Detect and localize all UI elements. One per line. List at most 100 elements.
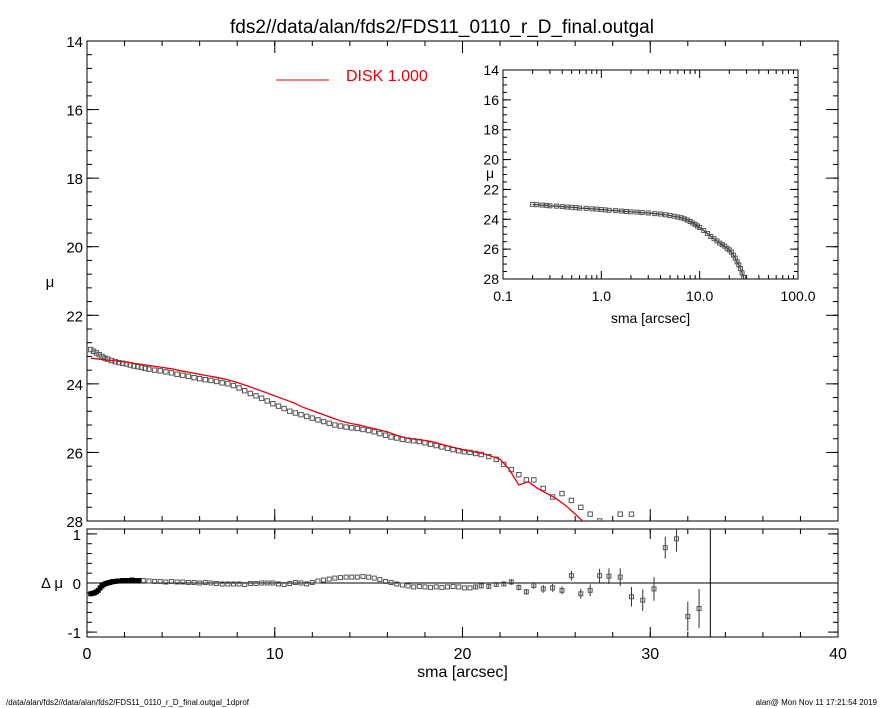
y-tick-label: 16: [66, 103, 83, 120]
inset-data-point: [684, 217, 690, 223]
residual-point: [185, 580, 191, 586]
residual-point: [242, 581, 248, 587]
residual-point: [354, 574, 360, 580]
residual-point: [473, 584, 479, 590]
y-tick-label: 24: [66, 377, 83, 394]
data-point: [501, 461, 507, 468]
inset-data-point: [704, 230, 710, 236]
residual-point: [531, 582, 537, 588]
y-tick-label: 26: [66, 445, 83, 462]
inset-data-point: [678, 215, 684, 221]
inset-y-tick-label: 20: [483, 152, 499, 168]
data-point: [531, 477, 537, 483]
data-point: [116, 359, 122, 366]
data-point: [617, 511, 623, 517]
data-point: [146, 366, 152, 372]
residual-point: [281, 581, 287, 587]
residual-point: [606, 573, 612, 579]
footer-timestamp: alan@ Mon Nov 11 17:21:54 2019: [755, 698, 877, 707]
residual-point: [270, 580, 276, 586]
res-y-tick-label: 0: [73, 576, 81, 593]
residual-point: [559, 587, 565, 593]
residual-data-area: [88, 529, 702, 632]
residual-point: [326, 576, 332, 582]
data-point: [258, 395, 265, 401]
residual-point: [225, 581, 231, 587]
residual-point: [168, 579, 174, 585]
inset-y-tick-label: 24: [483, 211, 499, 227]
residual-point: [152, 579, 158, 585]
data-point: [549, 494, 556, 500]
res-y-tick-label: 1: [73, 527, 81, 544]
residual-point: [478, 583, 484, 589]
data-point: [287, 408, 293, 414]
data-point: [596, 518, 603, 521]
inset-data-point: [639, 210, 645, 216]
data-point: [292, 410, 299, 416]
residual-point: [651, 586, 657, 592]
residual-point: [433, 584, 439, 590]
data-point: [185, 373, 192, 380]
residual-point: [321, 577, 327, 583]
x-tick-label: 20: [454, 646, 472, 663]
inset-data-point: [634, 209, 640, 215]
residual-point: [197, 580, 203, 586]
data-point: [253, 393, 259, 399]
residual-point: [383, 579, 389, 585]
residual-point: [214, 580, 220, 586]
residual-point: [493, 581, 499, 587]
residual-point: [405, 583, 411, 589]
data-point: [213, 378, 220, 385]
residual-point: [416, 583, 422, 589]
residual-point: [332, 575, 338, 581]
residual-point: [456, 584, 462, 590]
y-tick-label: 18: [66, 171, 83, 188]
residual-point: [146, 578, 152, 584]
inset-data-point: [701, 227, 707, 233]
residual-point: [439, 584, 445, 590]
residual-point: [208, 580, 214, 586]
residual-point: [461, 585, 467, 591]
residual-point: [191, 580, 197, 586]
residual-point: [685, 613, 691, 619]
data-point: [578, 504, 584, 510]
x-axis-label: sma [arcsec]: [417, 664, 508, 681]
residual-point: [640, 597, 646, 603]
residual-point: [236, 581, 242, 587]
inset-y-tick-label: 14: [483, 62, 499, 78]
legend-label: DISK 1.000: [346, 68, 428, 85]
residual-point: [253, 580, 259, 586]
residual-point: [523, 589, 529, 595]
data-point: [540, 485, 546, 492]
inset-panel: 14 16 18 20 22 24 26 280.1 1.0 10.0 100.0 μ sma [arc…: [483, 62, 815, 326]
data-point: [343, 424, 349, 430]
residual-point: [662, 545, 668, 551]
data-point: [236, 385, 242, 391]
residual-point: [597, 573, 603, 579]
inset-data-point: [613, 208, 619, 214]
inset-data-point: [534, 202, 540, 208]
data-point: [568, 497, 575, 504]
inset-data-point: [547, 203, 553, 209]
data-point: [163, 369, 169, 375]
inset-data-point: [681, 216, 687, 222]
inset-data-point: [539, 202, 545, 208]
data-point: [270, 401, 276, 407]
x-tick-label: 40: [829, 646, 847, 663]
data-point: [337, 423, 344, 429]
data-point: [242, 388, 248, 394]
residual-point: [309, 580, 315, 586]
data-point: [516, 472, 522, 478]
residual-point: [467, 585, 473, 591]
residual-point: [422, 584, 428, 590]
y-tick-label: 14: [66, 34, 83, 51]
inset-data-point: [697, 224, 703, 230]
data-point: [467, 449, 473, 456]
inset-data-point: [544, 202, 550, 208]
residual-point: [388, 580, 394, 586]
residual-point: [343, 574, 349, 580]
inset-data-point: [645, 210, 651, 216]
inset-data-point: [606, 207, 612, 213]
residual-point: [140, 578, 146, 584]
residual-point: [276, 581, 282, 587]
